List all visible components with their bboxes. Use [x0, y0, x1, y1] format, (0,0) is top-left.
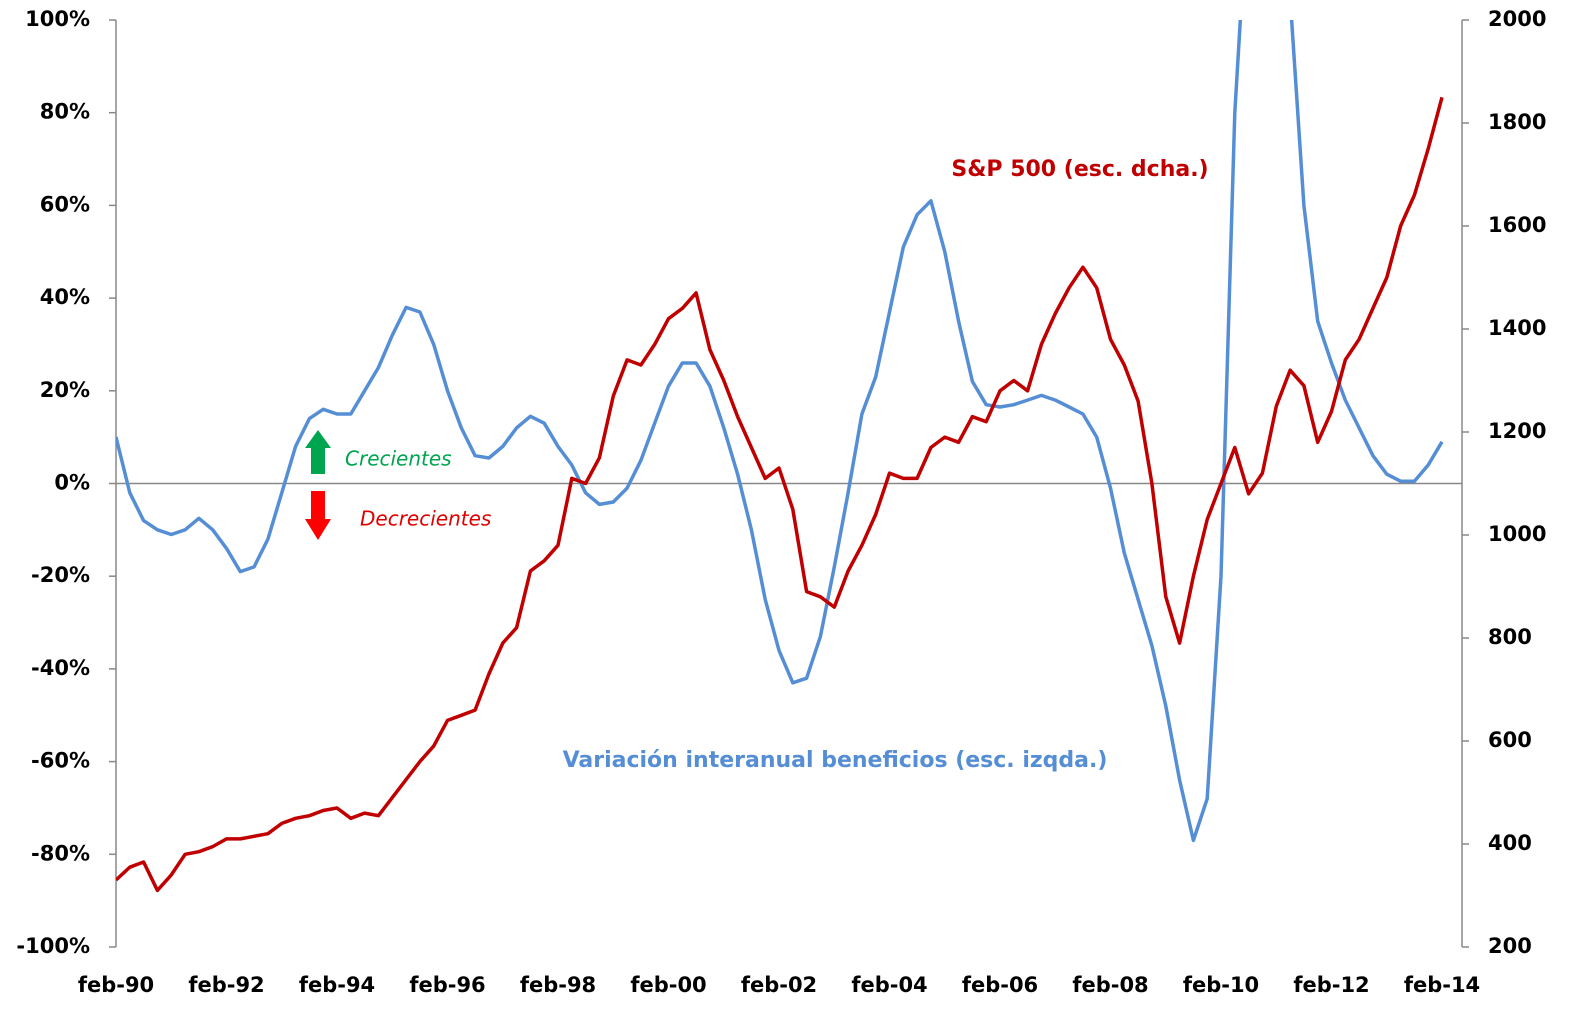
- annotation: Crecientes: [345, 447, 452, 471]
- y-tick-label: -60%: [31, 749, 90, 773]
- x-tick-label: feb-08: [1072, 973, 1148, 997]
- shrinking-arrow: [305, 491, 331, 540]
- y-tick-label: 100%: [25, 7, 90, 31]
- y2-tick-label: 2000: [1488, 7, 1546, 31]
- x-tick-label: feb-06: [962, 973, 1038, 997]
- y2-tick-label: 1800: [1488, 110, 1546, 134]
- y2-tick-label: 1400: [1488, 316, 1546, 340]
- y2-tick-label: 400: [1488, 831, 1532, 855]
- y-tick-label: 60%: [40, 192, 90, 216]
- x-tick-label: feb-14: [1404, 973, 1480, 997]
- annotation: Decrecientes: [360, 507, 491, 531]
- y2-tick-label: 800: [1488, 625, 1532, 649]
- y2-tick-label: 1000: [1488, 522, 1546, 546]
- series-line: [116, 20, 1444, 843]
- y2-tick-label: 1200: [1488, 419, 1546, 443]
- y-tick-label: -80%: [31, 841, 90, 865]
- x-tick-label: feb-90: [78, 973, 154, 997]
- y-tick-label: -40%: [31, 656, 90, 680]
- y2-tick-label: 600: [1488, 728, 1532, 752]
- x-tick-label: feb-96: [409, 973, 485, 997]
- x-tick-label: feb-02: [741, 973, 817, 997]
- x-tick-label: feb-10: [1183, 973, 1259, 997]
- x-tick-label: feb-12: [1293, 973, 1369, 997]
- y2-tick-label: 1600: [1488, 213, 1546, 237]
- y-tick-label: 80%: [40, 100, 90, 124]
- y-tick-label: -100%: [16, 934, 90, 958]
- x-tick-label: feb-94: [299, 973, 375, 997]
- x-tick-label: feb-00: [630, 973, 706, 997]
- x-tick-label: feb-04: [851, 973, 927, 997]
- y-tick-label: -20%: [31, 563, 90, 587]
- y-tick-label: 20%: [40, 378, 90, 402]
- y-tick-label: 0%: [54, 471, 90, 495]
- x-tick-label: feb-98: [520, 973, 596, 997]
- x-tick-label: feb-92: [188, 973, 264, 997]
- series-label: Variación interanual beneficios (esc. iz…: [563, 748, 1108, 773]
- y2-tick-label: 200: [1488, 934, 1532, 958]
- series-line: [116, 96, 1444, 893]
- y-tick-label: 40%: [40, 285, 90, 309]
- growing-arrow: [305, 430, 331, 474]
- plot-area: [116, 20, 1444, 893]
- series-label: S&P 500 (esc. dcha.): [951, 157, 1208, 182]
